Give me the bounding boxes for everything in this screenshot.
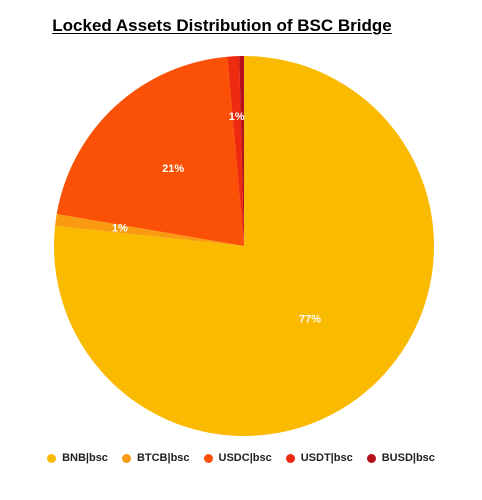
legend-label-btcb-bsc: BTCB|bsc <box>136 452 190 464</box>
slice-label-usdc-bsc: 21% <box>162 163 184 175</box>
pie-slice-bnb-bsc <box>54 56 434 437</box>
pie-slice-usdc-bsc <box>56 56 244 246</box>
legend-label-usdc-bsc: USDC|bsc <box>218 452 272 464</box>
legend-swatch-busd-bsc <box>366 453 376 463</box>
legend: BNB|bsc BTCB|bsc USDC|bsc USDT|bsc BUSD|bsc <box>0 452 482 464</box>
pie-slices <box>54 56 434 437</box>
legend-swatch-bnb-bsc <box>47 453 57 463</box>
legend-item-usdt-bsc: USDT|bsc <box>285 452 353 464</box>
legend-label-busd-bsc: BUSD|bsc <box>381 452 435 464</box>
chart-title: Locked Assets Distribution of BSC Bridge <box>52 16 392 35</box>
legend-item-usdc-bsc: USDC|bsc <box>203 452 272 464</box>
pie-slice-usdt-bsc <box>227 56 244 247</box>
legend-item-bnb-bsc: BNB|bsc <box>47 452 108 464</box>
legend-swatch-usdc-bsc <box>203 453 213 463</box>
pie-labels: 77% 1% 21% 1% <box>112 111 321 325</box>
pie-slice-busd-bsc <box>239 56 244 246</box>
legend-swatch-btcb-bsc <box>121 453 131 463</box>
pie-slice-btcb-bsc <box>55 214 244 246</box>
legend-label-usdt-bsc: USDT|bsc <box>300 452 353 464</box>
slice-label-usdt-bsc: 1% <box>229 111 245 123</box>
pie-chart: 77% 1% 21% 1% <box>54 56 434 437</box>
legend-swatch-usdt-bsc <box>285 453 295 463</box>
legend-item-btcb-bsc: BTCB|bsc <box>121 452 190 464</box>
legend-label-bnb-bsc: BNB|bsc <box>62 452 108 464</box>
legend-item-busd-bsc: BUSD|bsc <box>366 452 435 464</box>
slice-label-bnb-bsc: 77% <box>299 313 321 325</box>
slice-label-btcb-bsc: 1% <box>112 223 128 235</box>
